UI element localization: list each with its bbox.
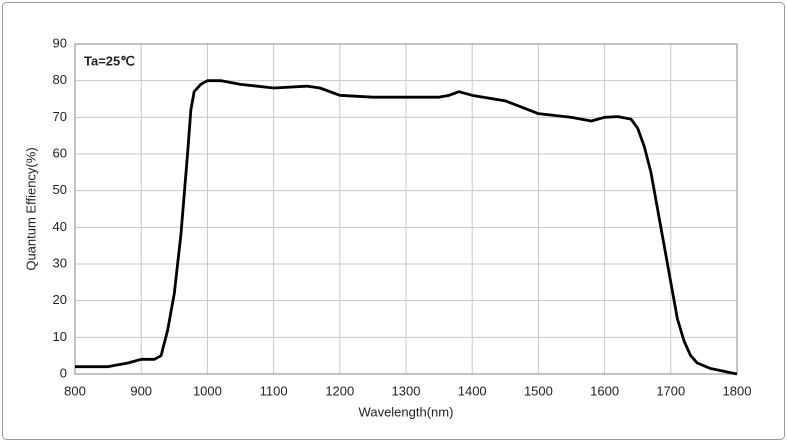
x-axis-label: Wavelength(nm) bbox=[359, 404, 454, 419]
x-tick-label: 1100 bbox=[260, 383, 288, 398]
y-tick-label: 50 bbox=[53, 182, 67, 197]
x-tick-label: 1500 bbox=[524, 383, 553, 398]
y-tick-label: 30 bbox=[53, 255, 67, 270]
y-tick-label: 70 bbox=[53, 109, 67, 124]
y-tick-label: 0 bbox=[60, 365, 67, 380]
y-tick-label: 60 bbox=[53, 145, 67, 160]
x-tick-label: 1300 bbox=[392, 383, 421, 398]
plot-border bbox=[74, 43, 738, 375]
x-tick-label: 1000 bbox=[193, 383, 222, 398]
x-tick-label: 1400 bbox=[458, 383, 487, 398]
x-tick-label: 1800 bbox=[723, 383, 752, 398]
y-tick-label: 20 bbox=[53, 292, 67, 307]
y-tick-label: 10 bbox=[53, 329, 67, 344]
annotation: Ta=25℃ bbox=[84, 53, 135, 68]
x-tick-label: 800 bbox=[64, 383, 86, 398]
x-tick-label: 1600 bbox=[590, 383, 619, 398]
x-tick-label: 1700 bbox=[656, 383, 685, 398]
data-line bbox=[75, 79, 738, 376]
y-tick-label: 40 bbox=[53, 219, 67, 234]
y-tick-label: 90 bbox=[53, 35, 67, 50]
y-tick-label: 80 bbox=[53, 72, 67, 87]
y-axis-label: Quantum Effiency(%) bbox=[23, 147, 38, 270]
x-tick-label: 900 bbox=[130, 383, 152, 398]
x-tick-label: 1200 bbox=[325, 383, 354, 398]
